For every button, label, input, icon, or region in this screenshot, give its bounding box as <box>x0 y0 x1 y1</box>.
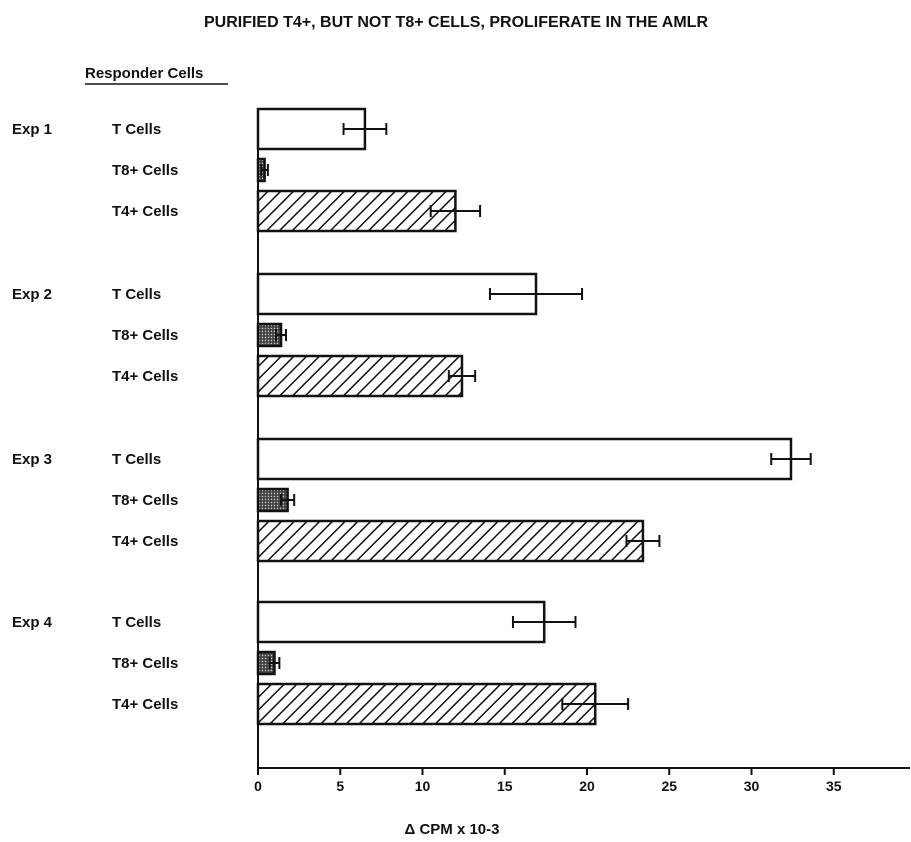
bar <box>256 437 793 481</box>
bar <box>256 600 546 644</box>
x-tick-label: 5 <box>336 778 344 794</box>
x-axis: 0 5 10 15 20 25 30 35 <box>254 110 910 794</box>
group-label: Exp 1 <box>12 121 52 138</box>
bar-category-label: T8+ Cells <box>112 327 178 344</box>
bar-category-label: T Cells <box>112 121 161 138</box>
responder-cells-label: Responder Cells <box>85 65 203 82</box>
bar-category-label: T4+ Cells <box>112 203 178 220</box>
bar-category-label: T4+ Cells <box>112 368 178 385</box>
bar-category-label: T8+ Cells <box>112 162 178 179</box>
x-tick-label: 15 <box>497 778 513 794</box>
group-label: Exp 2 <box>12 286 52 303</box>
bar <box>256 519 645 563</box>
group-label: Exp 3 <box>12 451 52 468</box>
bar-category-label: T Cells <box>112 451 161 468</box>
x-tick-label: 35 <box>826 778 842 794</box>
group-label: Exp 4 <box>12 614 53 631</box>
bar-category-label: T4+ Cells <box>112 696 178 713</box>
x-tick-label: 25 <box>661 778 677 794</box>
x-tick-label: 30 <box>744 778 760 794</box>
x-axis-label: Δ CPM x 10-3 <box>405 821 500 838</box>
x-tick-label: 10 <box>415 778 431 794</box>
bar-category-label: T4+ Cells <box>112 533 178 550</box>
bar-category-label: T Cells <box>112 286 161 303</box>
bar <box>256 189 457 233</box>
bar-category-label: T8+ Cells <box>112 492 178 509</box>
chart-title: PURIFIED T4+, BUT NOT T8+ CELLS, PROLIFE… <box>204 14 708 31</box>
bar-category-label: T8+ Cells <box>112 655 178 672</box>
bar <box>256 354 464 398</box>
x-tick-label: 0 <box>254 778 262 794</box>
bar-category-label: T Cells <box>112 614 161 631</box>
bars-layer: Exp 1 T Cells T8+ Cells T4+ Cells Exp 2 T Cel… <box>12 107 812 726</box>
x-tick-label: 20 <box>579 778 595 794</box>
bar <box>256 682 597 726</box>
